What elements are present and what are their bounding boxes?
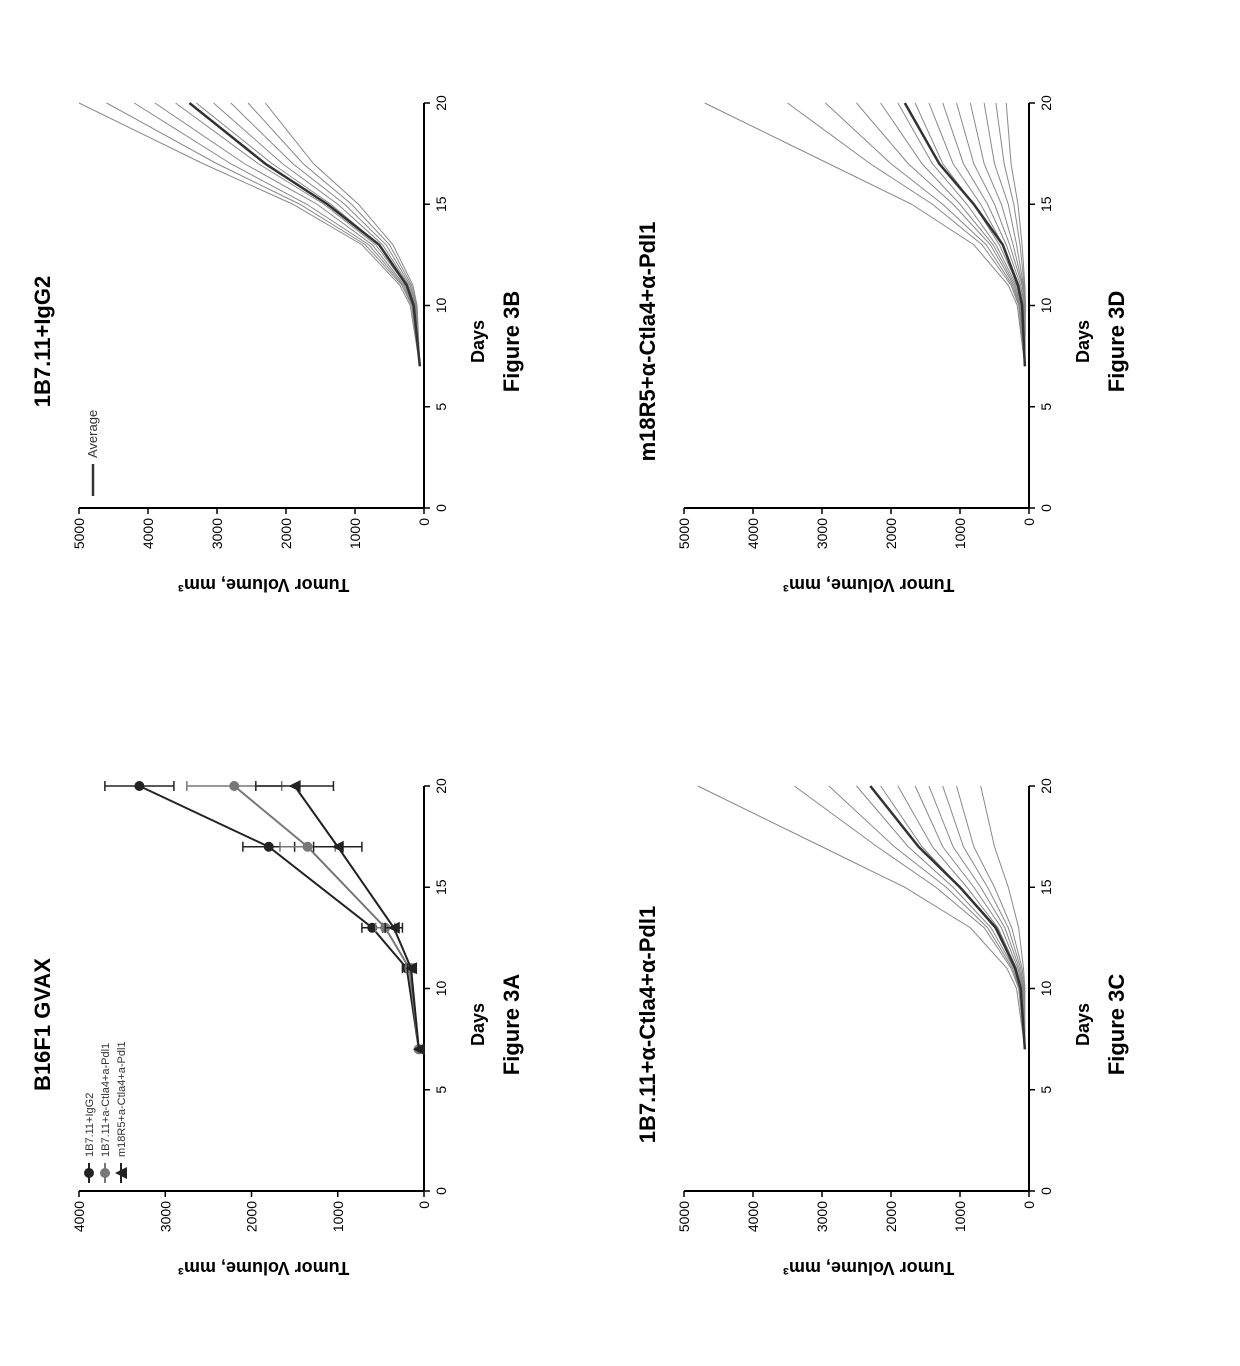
svg-text:0: 0 bbox=[433, 1187, 449, 1195]
svg-text:0: 0 bbox=[433, 504, 449, 512]
svg-text:15: 15 bbox=[433, 879, 449, 895]
svg-text:1000: 1000 bbox=[330, 1201, 346, 1232]
svg-text:1000: 1000 bbox=[952, 518, 968, 549]
svg-text:2000: 2000 bbox=[883, 1201, 899, 1232]
panel-3d: m18R5+α-Ctla4+α-Pdl1 Tumor Volume, mm³ 0… bbox=[635, 30, 1210, 653]
svg-text:15: 15 bbox=[1038, 196, 1054, 212]
panel-3d-chart-wrap: Tumor Volume, mm³ 0100020003000400050000… bbox=[669, 88, 1069, 595]
panel-3b-chart: 0 1000 2000 3000 4000 5000 0 5 10 15 20 Average bbox=[64, 88, 464, 568]
svg-text:10: 10 bbox=[1038, 298, 1054, 314]
panel-3b-title: 1B7.11+IgG2 bbox=[30, 276, 56, 407]
svg-text:5000: 5000 bbox=[676, 1201, 692, 1232]
svg-text:20: 20 bbox=[433, 778, 449, 794]
svg-text:3000: 3000 bbox=[814, 518, 830, 549]
panel-3b-chart-wrap: Tumor Volume, mm³ 0100020003000400050000… bbox=[64, 88, 464, 595]
panel-3b-xlabel: Days bbox=[468, 320, 489, 363]
panel-3c-ylabel: Tumor Volume, mm³ bbox=[783, 1257, 954, 1278]
svg-text:15: 15 bbox=[433, 196, 449, 212]
panel-3b-ylabel: Tumor Volume, mm³ bbox=[178, 574, 349, 595]
svg-text:20: 20 bbox=[1038, 778, 1054, 794]
panel-3d-xlabel: Days bbox=[1073, 320, 1094, 363]
panel-3c: 1B7.11+α-Ctla4+α-Pdl1 Tumor Volume, mm³ … bbox=[635, 713, 1210, 1336]
svg-text:5: 5 bbox=[433, 403, 449, 411]
svg-text:2000: 2000 bbox=[883, 518, 899, 549]
svg-text:4000: 4000 bbox=[140, 518, 156, 549]
svg-text:5: 5 bbox=[1038, 403, 1054, 411]
panel-3d-title: m18R5+α-Ctla4+α-Pdl1 bbox=[635, 222, 661, 462]
svg-text:0: 0 bbox=[1021, 518, 1037, 526]
svg-text:0: 0 bbox=[1038, 1187, 1054, 1195]
svg-text:5000: 5000 bbox=[676, 518, 692, 549]
svg-text:4000: 4000 bbox=[745, 518, 761, 549]
panel-3c-title: 1B7.11+α-Ctla4+α-Pdl1 bbox=[635, 906, 661, 1143]
panel-3a-chart: 0 1000 2000 3000 4000 0 5 10 15 20 1B7.11+IgG2 1B7.… bbox=[64, 771, 464, 1251]
svg-text:1B7.11+a-Ctla4+a-Pdl1: 1B7.11+a-Ctla4+a-Pdl1 bbox=[100, 1043, 112, 1157]
panel-3a: B16F1 GVAX Tumor Volume, mm³ 0 1000 2000 30… bbox=[30, 713, 605, 1336]
svg-text:3000: 3000 bbox=[157, 1201, 173, 1232]
svg-text:1000: 1000 bbox=[347, 518, 363, 549]
panel-3c-caption: Figure 3C bbox=[1104, 974, 1130, 1075]
panel-3d-caption: Figure 3D bbox=[1104, 291, 1130, 392]
svg-text:2000: 2000 bbox=[278, 518, 294, 549]
svg-text:15: 15 bbox=[1038, 879, 1054, 895]
svg-text:0: 0 bbox=[1038, 504, 1054, 512]
svg-text:10: 10 bbox=[433, 298, 449, 314]
panel-3c-chart: 0 1000 2000 3000 4000 5000 0 5 10 15 20 bbox=[669, 771, 1069, 1251]
svg-text:10: 10 bbox=[1038, 981, 1054, 997]
panel-3a-chart-wrap: Tumor Volume, mm³ 0 1000 2000 3000 4000 0 5 10 1… bbox=[64, 771, 464, 1278]
svg-text:10: 10 bbox=[433, 981, 449, 997]
panel-3a-ylabel: Tumor Volume, mm³ bbox=[178, 1257, 349, 1278]
panel-3b: 1B7.11+IgG2 Tumor Volume, mm³ 0 1000 2000 3… bbox=[30, 30, 605, 653]
panel-3c-chart-wrap: Tumor Volume, mm³ 0100020003000400050000… bbox=[669, 771, 1069, 1278]
figure-grid: B16F1 GVAX Tumor Volume, mm³ 01000200030… bbox=[0, 0, 1240, 1366]
panel-3a-caption: Figure 3A bbox=[499, 974, 525, 1075]
svg-text:Average: Average bbox=[85, 410, 100, 458]
svg-text:1000: 1000 bbox=[952, 1201, 968, 1232]
panel-3b-caption: Figure 3B bbox=[499, 291, 525, 392]
svg-text:1B7.11+IgG2: 1B7.11+IgG2 bbox=[84, 1093, 96, 1157]
svg-text:5: 5 bbox=[433, 1086, 449, 1094]
svg-text:m18R5+a-Ctla4+a-Pdl1: m18R5+a-Ctla4+a-Pdl1 bbox=[116, 1041, 128, 1157]
svg-text:2000: 2000 bbox=[244, 1201, 260, 1232]
svg-text:0: 0 bbox=[416, 1201, 432, 1209]
svg-text:3000: 3000 bbox=[814, 1201, 830, 1232]
panel-3c-xlabel: Days bbox=[1073, 1003, 1094, 1046]
svg-text:20: 20 bbox=[433, 95, 449, 111]
svg-text:20: 20 bbox=[1038, 95, 1054, 111]
svg-text:5000: 5000 bbox=[71, 518, 87, 549]
svg-text:4000: 4000 bbox=[745, 1201, 761, 1232]
panel-3d-ylabel: Tumor Volume, mm³ bbox=[783, 574, 954, 595]
svg-text:3000: 3000 bbox=[209, 518, 225, 549]
panel-3a-xlabel: Days bbox=[468, 1003, 489, 1046]
svg-text:0: 0 bbox=[416, 518, 432, 526]
svg-text:0: 0 bbox=[1021, 1201, 1037, 1209]
svg-text:5: 5 bbox=[1038, 1086, 1054, 1094]
panel-3a-title: B16F1 GVAX bbox=[30, 958, 56, 1091]
panel-3d-chart: 0 1000 2000 3000 4000 5000 0 5 10 15 20 bbox=[669, 88, 1069, 568]
svg-text:4000: 4000 bbox=[71, 1201, 87, 1232]
